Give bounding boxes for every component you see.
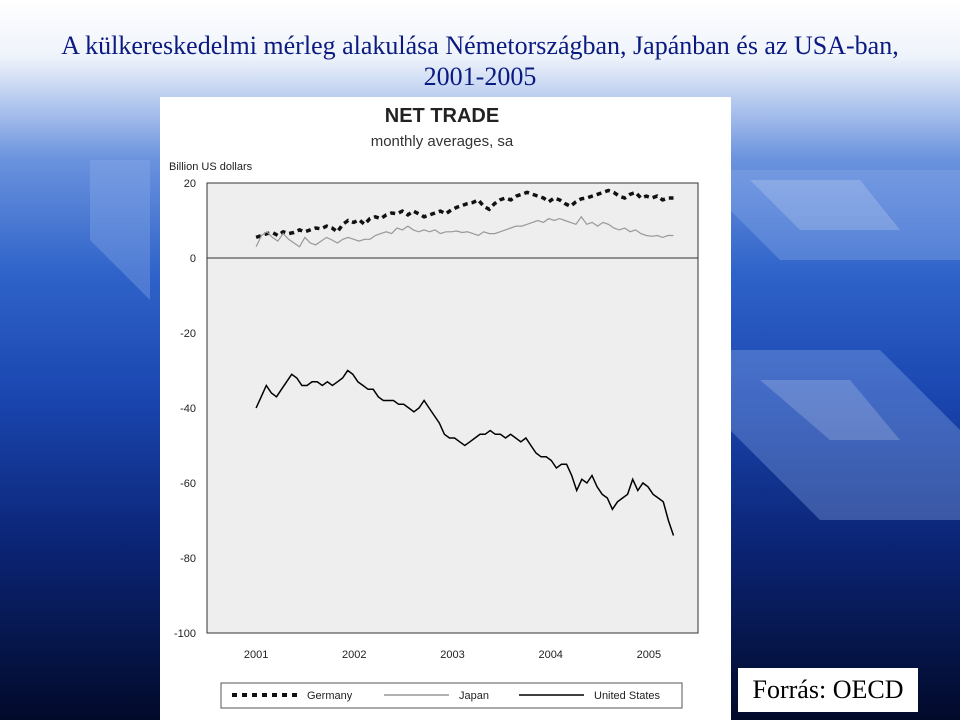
series-line-japan	[255, 215, 674, 248]
y-tick-label: 20	[184, 178, 196, 190]
x-tick-label: 2004	[538, 649, 562, 661]
source-note: Forrás: OECD	[738, 668, 918, 712]
plot-area	[206, 182, 699, 634]
y-tick-label: -80	[180, 553, 196, 565]
slide-title-line1: A külkereskedelmi mérleg alakulása Német…	[61, 31, 899, 60]
x-tick-label: 2005	[637, 649, 661, 661]
x-axis-ticks: 2001 2002 2003 2004 2005	[244, 649, 661, 661]
legend-japan-label: Japan	[459, 690, 489, 702]
y-tick-label: 0	[190, 253, 196, 265]
y-axis-ticks: 20 0 -20 -40 -60 -80 -100	[174, 178, 196, 640]
y-axis-label: Billion US dollars	[169, 161, 253, 173]
series-line-united-states	[255, 369, 675, 536]
chart-title: NET TRADE	[385, 105, 499, 127]
series-line-germany	[255, 188, 674, 240]
slide-title: A külkereskedelmi mérleg alakulása Német…	[0, 30, 960, 92]
legend-germany-label: Germany	[307, 690, 353, 702]
legend-box	[220, 682, 683, 709]
chart-subtitle: monthly averages, sa	[371, 133, 514, 150]
legend: Germany Japan United States	[220, 682, 683, 709]
series-layer	[255, 188, 675, 536]
y-tick-label: -60	[180, 478, 196, 490]
x-tick-label: 2002	[342, 649, 366, 661]
y-tick-label: -40	[180, 403, 196, 415]
x-tick-label: 2003	[440, 649, 464, 661]
y-tick-label: -100	[174, 628, 196, 640]
slide-title-line2: 2001-2005	[423, 62, 537, 91]
y-tick-label: -20	[180, 328, 196, 340]
chart-panel: NET TRADE monthly averages, sa Billion U…	[160, 97, 731, 720]
legend-united-states-label: United States	[594, 690, 661, 702]
x-tick-label: 2001	[244, 649, 268, 661]
net-trade-chart: NET TRADE monthly averages, sa Billion U…	[169, 105, 699, 709]
